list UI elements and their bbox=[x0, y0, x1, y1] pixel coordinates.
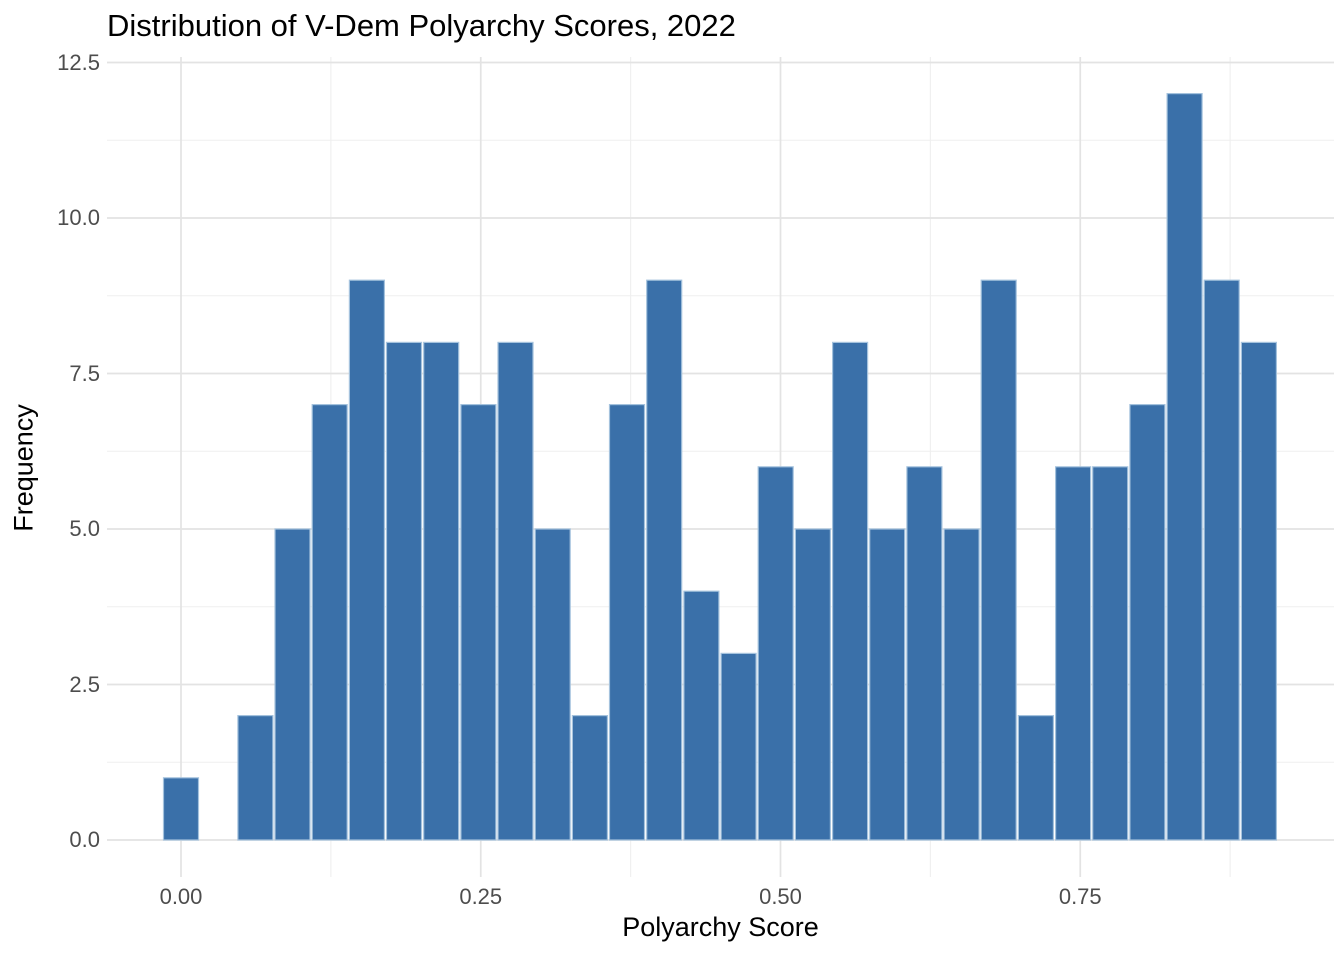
histogram-bar bbox=[274, 528, 311, 841]
histogram-bar bbox=[460, 404, 497, 841]
histogram-bar bbox=[980, 279, 1017, 841]
x-tick-label: 0.75 bbox=[1058, 884, 1102, 909]
histogram-bar bbox=[831, 341, 869, 841]
histogram-bar bbox=[534, 528, 571, 841]
histogram-bar bbox=[720, 652, 757, 841]
histogram-bar bbox=[497, 341, 534, 841]
x-tick-label: 0.00 bbox=[159, 884, 203, 909]
y-tick-label: 5.0 bbox=[69, 516, 100, 541]
histogram-bar bbox=[869, 528, 906, 841]
y-axis-title: Frequency bbox=[8, 404, 39, 532]
histogram-bar bbox=[1203, 279, 1240, 841]
histogram-bar bbox=[423, 341, 460, 841]
x-tick-label: 0.25 bbox=[459, 884, 503, 909]
histogram-bar bbox=[1129, 404, 1166, 841]
histogram-bar bbox=[237, 714, 274, 841]
x-axis-title: Polyarchy Score bbox=[622, 912, 819, 942]
histogram-bar bbox=[757, 466, 794, 841]
histogram-bar bbox=[683, 590, 720, 841]
histogram-bar bbox=[1092, 466, 1129, 841]
histogram-bar bbox=[311, 404, 348, 841]
histogram-bar bbox=[385, 341, 423, 841]
y-tick-label: 2.5 bbox=[69, 671, 100, 697]
chart-title: Distribution of V-Dem Polyarchy Scores, … bbox=[107, 8, 736, 43]
histogram-bar bbox=[943, 528, 980, 841]
histogram-bar bbox=[608, 404, 646, 841]
histogram-bar bbox=[1017, 714, 1055, 841]
y-tick-label: 12.5 bbox=[57, 49, 100, 75]
y-tick-label: 0.0 bbox=[69, 827, 100, 852]
histogram-bar bbox=[1240, 341, 1278, 841]
histogram-bar bbox=[571, 714, 609, 841]
y-tick-label: 7.5 bbox=[69, 360, 100, 386]
histogram-bar bbox=[1054, 466, 1092, 841]
histogram-bar bbox=[1166, 92, 1203, 841]
histogram-bar bbox=[162, 777, 200, 841]
x-tick-label: 0.50 bbox=[759, 884, 802, 909]
histogram-bar bbox=[794, 528, 832, 841]
y-tick-label: 10.0 bbox=[57, 205, 100, 230]
histogram-bar bbox=[348, 279, 385, 841]
histogram-bar bbox=[906, 466, 943, 841]
histogram-bar bbox=[646, 279, 683, 841]
